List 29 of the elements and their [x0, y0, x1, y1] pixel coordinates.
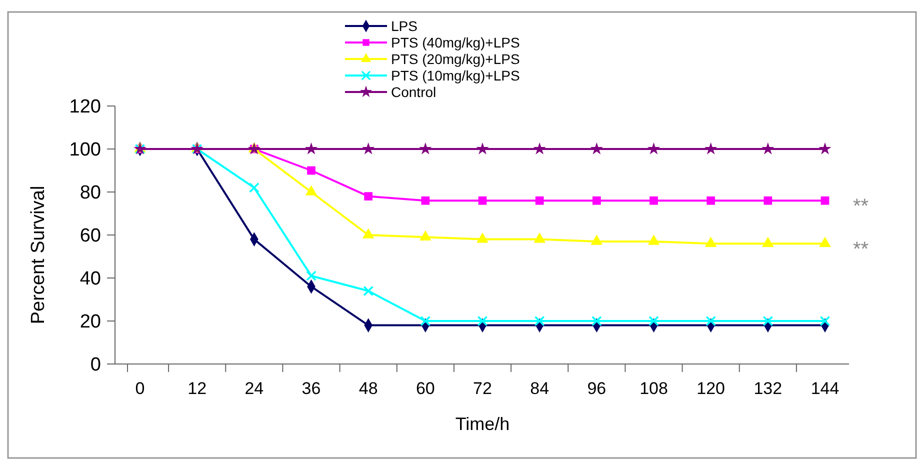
x-tick-label: 108 [640, 379, 668, 398]
annotation: ** [853, 196, 869, 218]
x-tick-label: 72 [473, 379, 492, 398]
legend-label: PTS (10mg/kg)+LPS [391, 67, 520, 84]
annotation: ** [853, 238, 869, 261]
x-tick-label: 60 [416, 379, 435, 398]
legend-label: Control [391, 84, 436, 100]
y-tick-label: 0 [90, 354, 101, 376]
y-axis-title: Percent Survival [28, 186, 49, 324]
y-tick-label: 80 [80, 182, 101, 204]
x-tick-label: 12 [188, 379, 207, 398]
x-axis-title: Time/h [455, 414, 510, 434]
x-tick-label: 132 [754, 379, 782, 398]
x-tick-label: 36 [302, 379, 321, 398]
y-tick-label: 40 [80, 268, 101, 290]
legend-label: PTS (20mg/kg)+LPS [391, 50, 520, 67]
x-tick-label: 24 [244, 379, 264, 398]
x-tick-label: 0 [135, 379, 145, 398]
x-tick-label: 96 [587, 379, 606, 398]
y-tick-label: 60 [80, 226, 101, 247]
x-tick-label: 120 [696, 379, 726, 398]
legend-label: LPS [391, 18, 418, 34]
x-tick-label: 48 [358, 379, 378, 398]
y-tick-label: 100 [69, 140, 101, 161]
x-tick-label: 144 [810, 379, 840, 398]
legend-label: PTS (40mg/kg)+LPS [391, 34, 520, 50]
y-tick-label: 20 [80, 312, 101, 333]
y-tick-label: 120 [69, 96, 101, 118]
x-tick-label: 84 [530, 379, 550, 398]
